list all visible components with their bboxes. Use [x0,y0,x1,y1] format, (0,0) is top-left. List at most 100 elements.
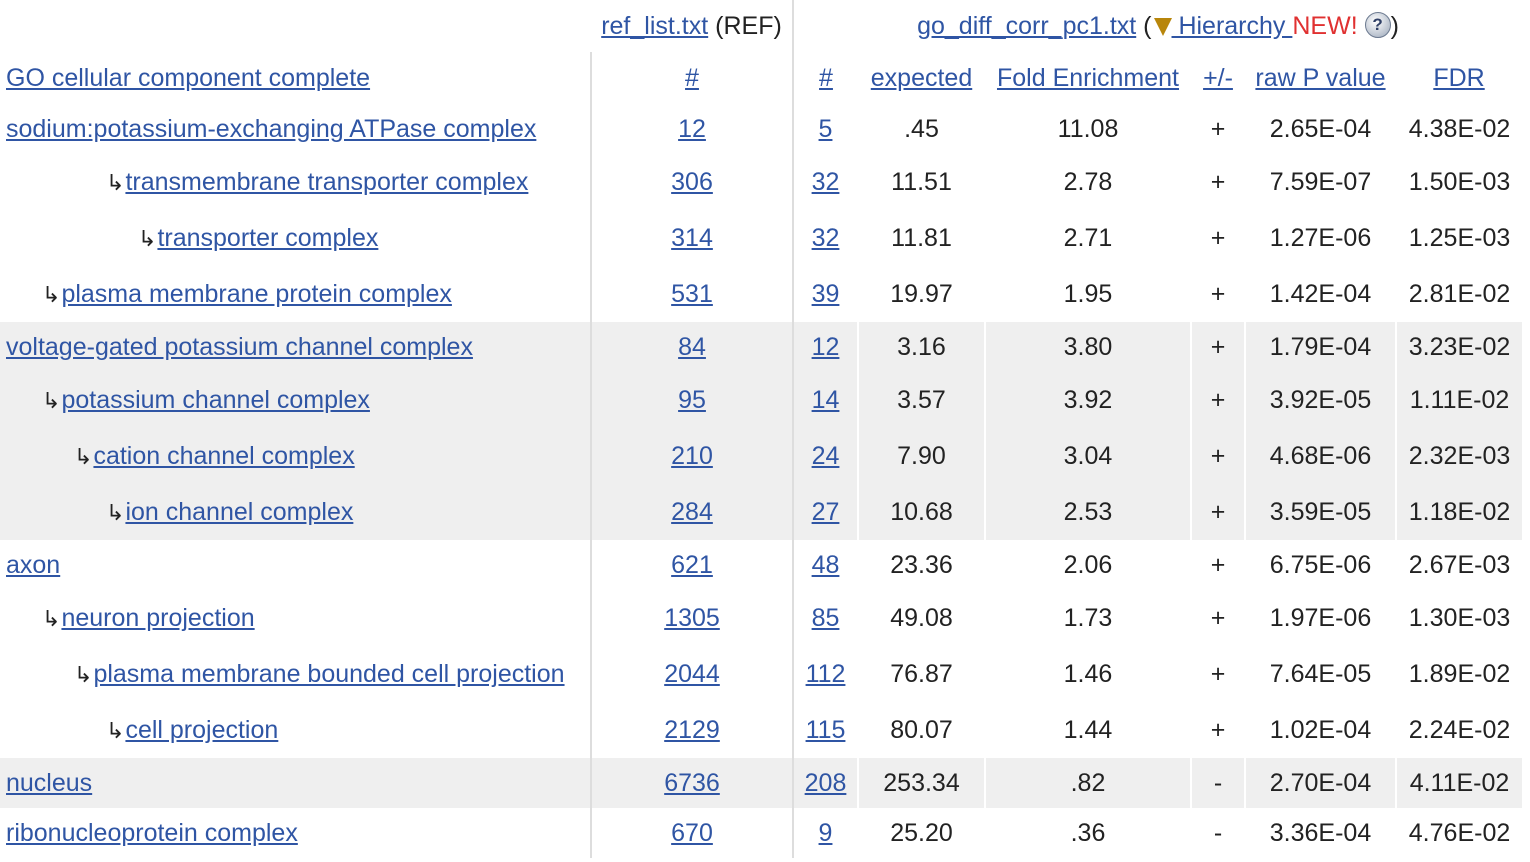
go-term-link[interactable]: plasma membrane protein complex [61,279,452,308]
direction-sort-link[interactable]: +/- [1203,63,1233,92]
fold-enrichment-value: 1.73 [1063,603,1113,632]
term-cell: ↳transporter complex [0,210,592,266]
ref-file-link[interactable]: ref_list.txt [601,11,709,40]
ref-count-cell: 95 [591,372,794,428]
query-count-link[interactable]: 85 [811,603,840,632]
query-count-link[interactable]: 48 [811,550,840,579]
query-count-link[interactable]: 115 [805,715,846,744]
category-sort-link[interactable]: GO cellular component complete [6,63,371,92]
ref-count-link[interactable]: 210 [671,441,713,470]
direction-value: - [1213,818,1223,847]
ref-count-link[interactable]: 531 [671,279,713,308]
fold-enrichment-value: 1.44 [1063,715,1113,744]
direction-value-cell: + [1191,646,1246,702]
term-cell: voltage-gated potassium channel complex [0,322,592,372]
query-count-link[interactable]: 32 [811,223,840,252]
query-file-link[interactable]: go_diff_corr_pc1.txt [917,11,1137,40]
raw-pvalue-cell: 7.59E-07 [1245,154,1397,210]
fdr-value: 4.76E-02 [1408,818,1511,847]
query-count-link[interactable]: 32 [811,167,840,196]
go-term-link[interactable]: ribonucleoprotein complex [6,818,298,847]
close-paren: ) [1390,11,1399,40]
term-cell: ↳plasma membrane bounded cell projection [0,646,592,702]
term-cell: ↳cation channel complex [0,428,592,484]
ref-count-link[interactable]: 314 [671,223,713,252]
expected-value-cell: 3.57 [858,372,986,428]
query-count-link[interactable]: 5 [818,114,833,143]
ref-count-link[interactable]: 670 [671,818,713,847]
raw-pvalue-cell: 2.70E-04 [1245,758,1397,808]
go-term-link[interactable]: ion channel complex [125,497,354,526]
ref-count-link[interactable]: 84 [678,332,706,361]
ref-count-link[interactable]: 2044 [664,659,720,688]
hierarchy-link[interactable]: Hierarchy [1171,11,1293,40]
fold-enrichment-value-cell: 3.80 [985,322,1192,372]
fold-sort-link[interactable]: Fold Enrichment [996,63,1180,92]
fdr-value-cell: 2.32E-03 [1396,428,1523,484]
direction-value: + [1210,441,1226,470]
ref-count-cell: 314 [591,210,794,266]
go-term-link[interactable]: transmembrane transporter complex [125,167,529,196]
query-count-cell: 85 [793,590,859,646]
expected-value-cell: .45 [858,104,986,154]
pvalue-sort-link[interactable]: raw P value [1255,63,1386,92]
ref-count-cell: 1305 [591,590,794,646]
fold-enrichment-value: 2.06 [1063,550,1113,579]
ref-count-cell: 621 [591,540,794,590]
query-count-link[interactable]: 27 [811,497,840,526]
go-term-link[interactable]: voltage-gated potassium channel complex [6,332,473,361]
go-term-link[interactable]: sodium:potassium-exchanging ATPase compl… [6,114,537,143]
query-count-link[interactable]: 12 [811,332,840,361]
ref-count-link[interactable]: 284 [671,497,713,526]
ref-count-link[interactable]: 6736 [664,768,720,797]
go-term-link[interactable]: potassium channel complex [61,385,370,414]
query-count-link[interactable]: 112 [805,659,846,688]
fold-enrichment-value-cell: 1.46 [985,646,1192,702]
fold-enrichment-value-cell: 3.92 [985,372,1192,428]
raw-pvalue-cell: 3.36E-04 [1245,808,1397,858]
term-cell: sodium:potassium-exchanging ATPase compl… [0,104,592,154]
go-term-link[interactable]: neuron projection [61,603,255,632]
table-row: ↳plasma membrane bounded cell projection… [0,646,1522,702]
ref-count-sort-link[interactable]: # [685,63,699,92]
query-count-cell: 12 [793,322,859,372]
expected-value: 253.34 [883,768,960,797]
term-cell: ↳transmembrane transporter complex [0,154,592,210]
term-cell: ↳potassium channel complex [0,372,592,428]
ref-count-link[interactable]: 95 [678,385,706,414]
go-term-link[interactable]: cell projection [125,715,279,744]
ref-count-link[interactable]: 2129 [664,715,720,744]
ref-count-link[interactable]: 306 [671,167,713,196]
count-column-header: # [793,52,858,104]
ref-count-cell: 84 [591,322,794,372]
child-arrow-icon: ↳ [42,281,61,307]
ref-count-link[interactable]: 621 [671,550,713,579]
count-sort-link[interactable]: # [819,63,833,92]
go-term-link[interactable]: transporter complex [157,223,379,252]
help-icon[interactable]: ? [1364,11,1391,38]
go-term-link[interactable]: plasma membrane bounded cell projection [93,659,565,688]
fold-enrichment-value: 2.53 [1063,497,1113,526]
go-term-link[interactable]: nucleus [6,768,93,797]
query-count-link[interactable]: 39 [811,279,840,308]
expected-value: 19.97 [890,279,953,308]
expected-sort-link[interactable]: expected [870,63,973,92]
expected-value: 10.68 [890,497,953,526]
fold-enrichment-value: .82 [1070,768,1106,797]
direction-value: + [1210,550,1226,579]
go-term-link[interactable]: axon [6,550,61,579]
go-term-link[interactable]: cation channel complex [93,441,355,470]
expected-value-cell: 49.08 [858,590,986,646]
fdr-sort-link[interactable]: FDR [1433,63,1485,92]
ref-count-link[interactable]: 12 [678,114,706,143]
query-count-link[interactable]: 14 [811,385,840,414]
ref-count-cell: 306 [591,154,794,210]
child-arrow-icon: ↳ [74,443,93,469]
term-cell: ↳cell projection [0,702,592,758]
query-count-link[interactable]: 9 [818,818,833,847]
raw-pvalue: 3.59E-05 [1269,497,1372,526]
query-count-link[interactable]: 24 [811,441,840,470]
ref-count-link[interactable]: 1305 [664,603,720,632]
query-count-link[interactable]: 208 [804,768,847,797]
raw-pvalue: 2.70E-04 [1269,768,1372,797]
